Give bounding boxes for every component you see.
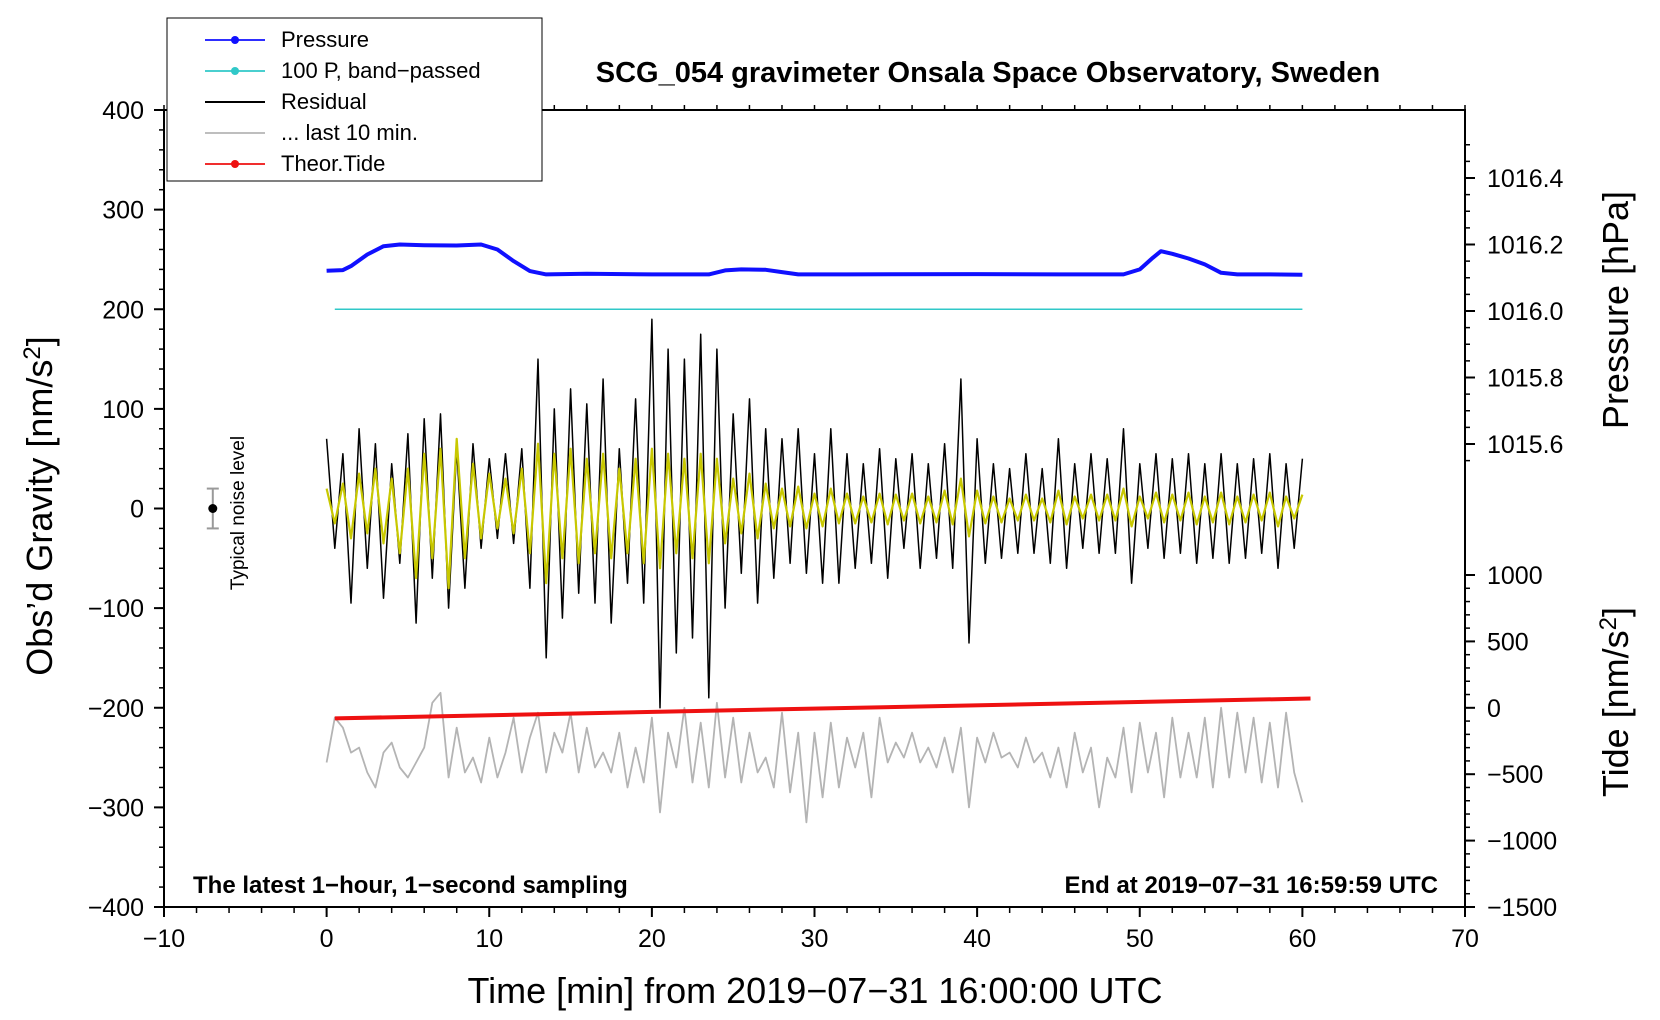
x-axis-label: Time [min] from 2019−07−31 16:00:00 UTC <box>467 970 1162 1011</box>
plot-frame <box>163 109 1466 908</box>
x-tick-label: 70 <box>1451 925 1479 953</box>
y-left-tick-label: −300 <box>88 794 144 822</box>
noise-level-marker <box>206 487 219 530</box>
legend: Pressure 100 P, band−passed Residual ... la… <box>205 27 481 176</box>
chart-title: SCG_054 gravimeter Onsala Space Observat… <box>596 57 1380 89</box>
tide-axis-label: Tide [nm/s2] <box>1595 607 1636 797</box>
noise-center-dot <box>208 504 218 513</box>
tide-tick-label: −1500 <box>1487 894 1557 922</box>
x-tick-label: 0 <box>320 925 334 953</box>
legend-box <box>166 17 543 182</box>
y-left-tick-label: 0 <box>130 496 144 524</box>
legend-label-100-p-band-passed: 100 P, band−passed <box>281 58 481 83</box>
y-left-axis-label: Obs’d Gravity [nm/s2] <box>19 336 60 675</box>
x-tick-label: 30 <box>801 925 829 953</box>
pressure-tick-label: 1016.0 <box>1487 298 1563 326</box>
x-tick-label: 10 <box>475 925 503 953</box>
y-left-tick-label: 400 <box>102 97 144 125</box>
y-left-tick-label: 100 <box>102 396 144 424</box>
legend-label-residual: Residual <box>281 89 367 114</box>
y-left-axis-ticks: 400 300 200 100 0 −100 −200 −300 −400 <box>88 97 164 922</box>
x-tick-label: −10 <box>143 925 185 953</box>
series-theor-tide-line <box>334 696 1311 721</box>
legend-marker-theor-tide <box>231 160 239 168</box>
series-pressure-line <box>326 242 1303 277</box>
legend-label-pressure: Pressure <box>281 27 369 52</box>
legend-label-theor-tide: Theor.Tide <box>281 151 385 176</box>
noise-level-label: Typical noise level <box>228 436 249 590</box>
tide-tick-label: −1000 <box>1487 828 1557 856</box>
x-tick-label: 40 <box>963 925 991 953</box>
sampling-annotation: The latest 1−hour, 1−second sampling <box>193 872 628 899</box>
x-tick-label: 20 <box>638 925 666 953</box>
tide-tick-label: 1000 <box>1487 562 1543 590</box>
x-tick-label: 60 <box>1288 925 1316 953</box>
legend-marker-100-p-band-passed <box>231 67 239 75</box>
pressure-tick-label: 1015.8 <box>1487 365 1563 393</box>
x-tick-label: 50 <box>1126 925 1154 953</box>
pressure-axis-label: Pressure [hPa] <box>1595 191 1636 429</box>
series-residual-line <box>325 318 1304 709</box>
tide-axis-ticks: 1000 500 0 −500 −1000 −1500 <box>1465 562 1557 922</box>
y-left-tick-label: −400 <box>88 894 144 922</box>
series-layer <box>325 242 1311 824</box>
series-last-10-min-line <box>325 691 1304 824</box>
y-left-tick-label: 200 <box>102 296 144 324</box>
y-left-tick-label: −200 <box>88 695 144 723</box>
minor-ticks <box>159 105 1470 913</box>
tide-tick-label: −500 <box>1487 761 1543 789</box>
y-left-tick-label: 300 <box>102 197 144 225</box>
pressure-axis-ticks: 1016.4 1016.2 1016.0 1015.8 1015.6 <box>1465 165 1564 459</box>
y-left-tick-label: −100 <box>88 595 144 623</box>
pressure-tick-label: 1016.4 <box>1487 165 1564 193</box>
tide-tick-label: 0 <box>1487 695 1501 723</box>
x-axis-ticks: −10 0 10 20 30 40 50 60 70 <box>143 907 1479 953</box>
pressure-tick-label: 1016.2 <box>1487 232 1563 260</box>
pressure-tick-label: 1015.6 <box>1487 431 1563 459</box>
legend-marker-pressure <box>231 36 239 44</box>
tide-tick-label: 500 <box>1487 628 1529 656</box>
legend-label-last-10-min: ... last 10 min. <box>281 120 418 145</box>
series-residual-band-passed-line <box>325 437 1304 590</box>
end-time-annotation: End at 2019−07−31 16:59:59 UTC <box>1064 872 1438 899</box>
